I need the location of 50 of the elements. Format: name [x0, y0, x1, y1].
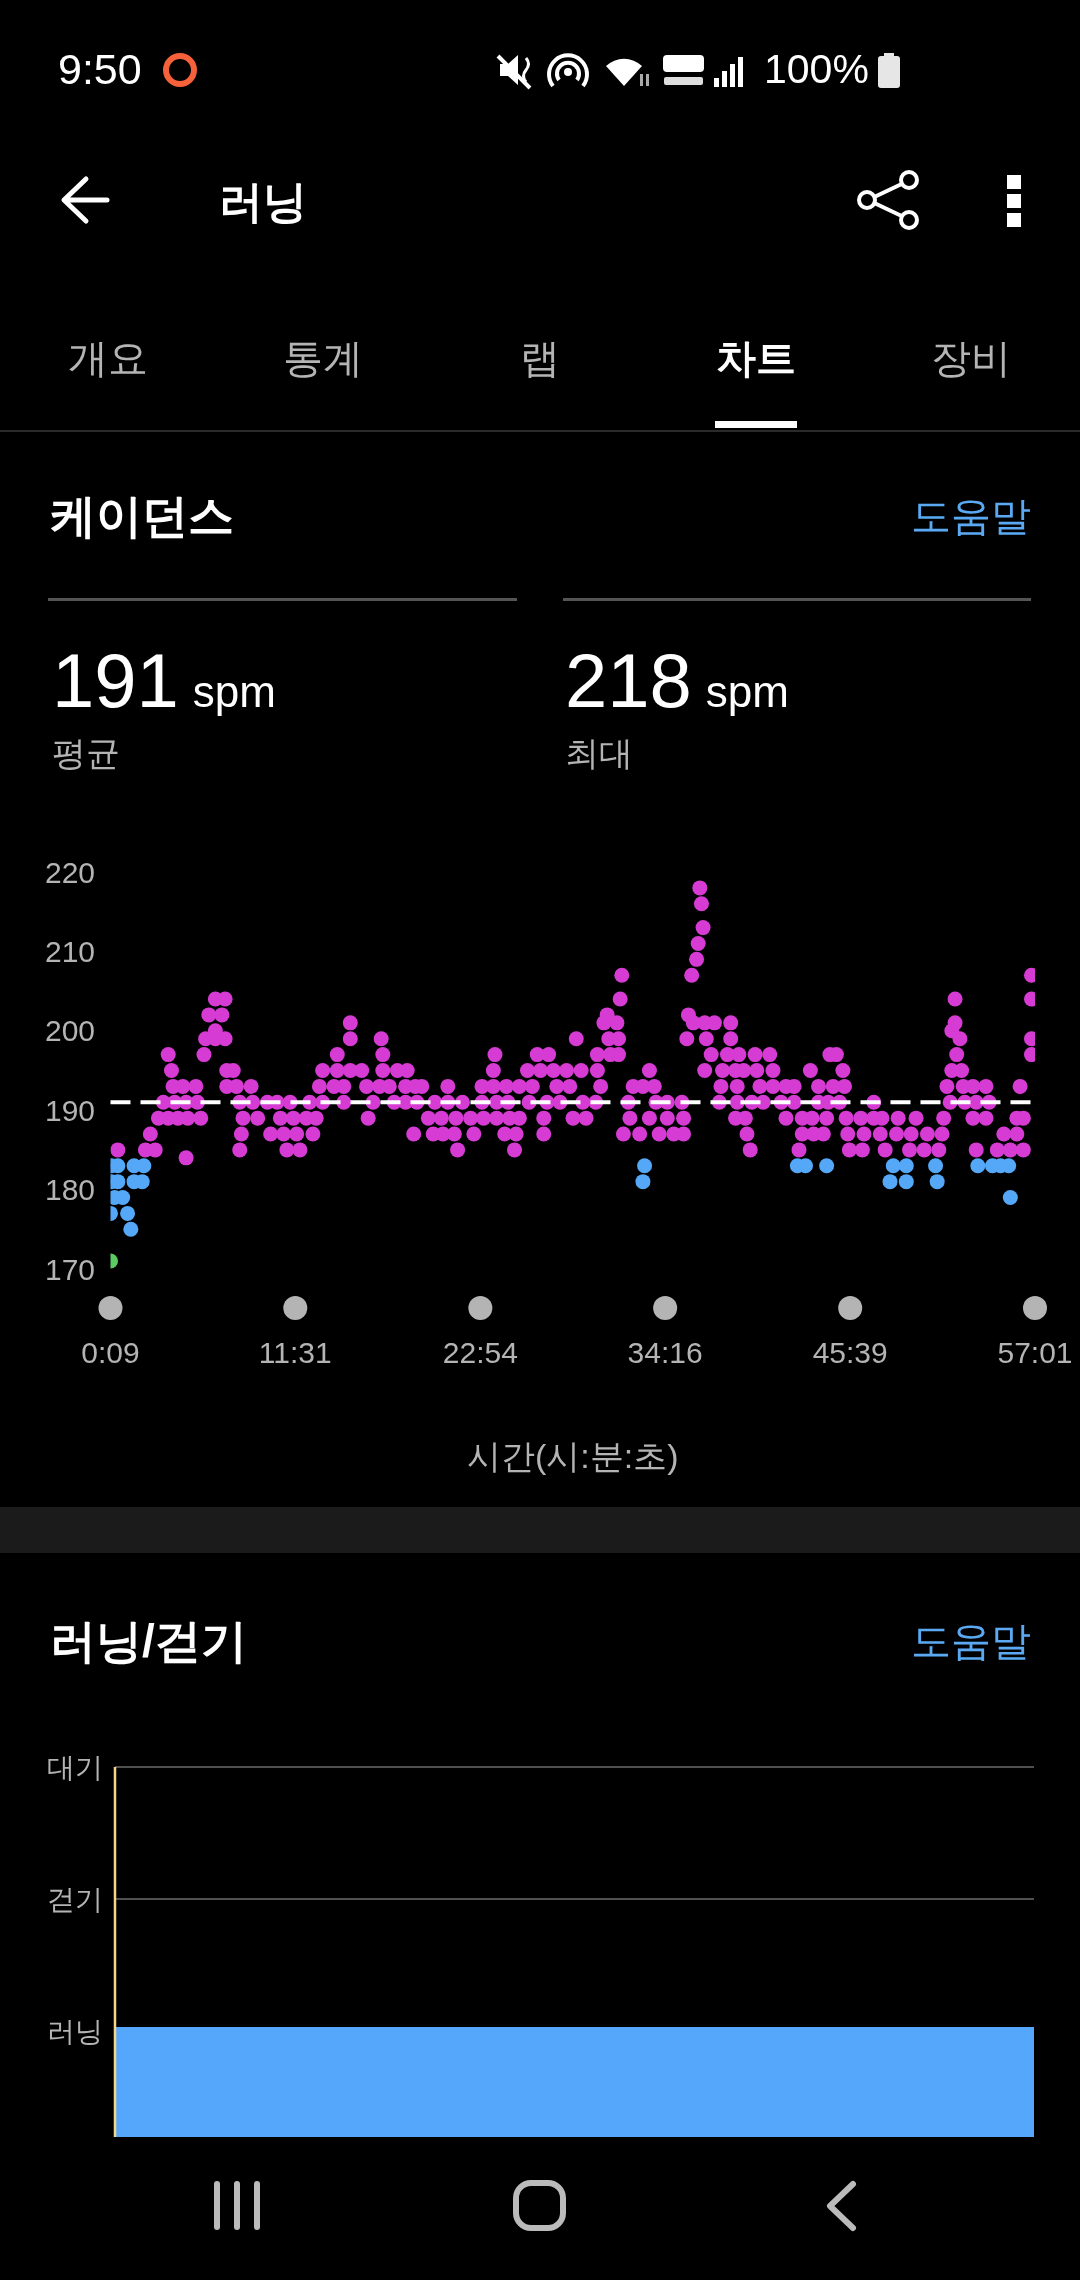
- point: [110, 1158, 126, 1174]
- y-tick-label: 190: [45, 1093, 96, 1127]
- text: 러닝: [219, 176, 307, 226]
- point: [885, 1158, 901, 1174]
- text: 100%: [764, 46, 869, 92]
- x-tick-label: 34:16: [627, 1335, 703, 1369]
- point: [120, 1205, 136, 1221]
- x-tick-label: 45:39: [812, 1335, 888, 1369]
- point: [136, 1158, 152, 1174]
- text: 랩: [520, 336, 560, 380]
- text: 장비: [931, 336, 1011, 380]
- point: [819, 1158, 835, 1174]
- x-tick-label: 22:54: [442, 1335, 518, 1369]
- x-tick-label: 11:31: [258, 1335, 332, 1369]
- x-tick-label: 0:09: [81, 1335, 140, 1369]
- text: 도움말: [911, 1619, 1031, 1663]
- text: 도움말: [911, 494, 1031, 538]
- point: [898, 1174, 914, 1190]
- text: 차트: [716, 336, 796, 380]
- y-tick-label: 170: [45, 1252, 96, 1286]
- x-tick-label: 57:01: [997, 1335, 1073, 1369]
- y-tick-label: 대기: [47, 1751, 103, 1783]
- point: [928, 1158, 944, 1174]
- text: 개요: [68, 336, 148, 380]
- text: 218: [565, 638, 692, 723]
- y-tick-label: 210: [45, 934, 96, 968]
- text: spm: [192, 667, 276, 716]
- text: 9:50: [58, 45, 142, 93]
- point: [882, 1174, 898, 1190]
- text: 191: [52, 638, 179, 723]
- point: [898, 1158, 914, 1174]
- point: [929, 1174, 945, 1190]
- point: [1002, 1190, 1018, 1206]
- text: spm: [705, 667, 789, 716]
- chart-title: 러닝/걷기: [50, 1615, 247, 1667]
- text: 통계: [283, 336, 363, 380]
- y-tick-label: 180: [45, 1173, 96, 1207]
- point: [123, 1221, 139, 1237]
- y-tick-label: 220: [45, 855, 96, 889]
- x-axis-title: 시간(시:분:초): [466, 1437, 679, 1475]
- point: [637, 1158, 653, 1174]
- text: 평균: [52, 734, 120, 772]
- chart-title: 케이던스: [50, 490, 234, 542]
- y-tick-label: 200: [45, 1014, 96, 1048]
- y-tick-label: 걷기: [47, 1883, 103, 1915]
- y-tick-label: 러닝: [47, 2015, 103, 2047]
- point: [110, 1174, 126, 1190]
- text: 최대: [565, 734, 633, 772]
- point: [970, 1158, 986, 1174]
- point: [635, 1174, 651, 1190]
